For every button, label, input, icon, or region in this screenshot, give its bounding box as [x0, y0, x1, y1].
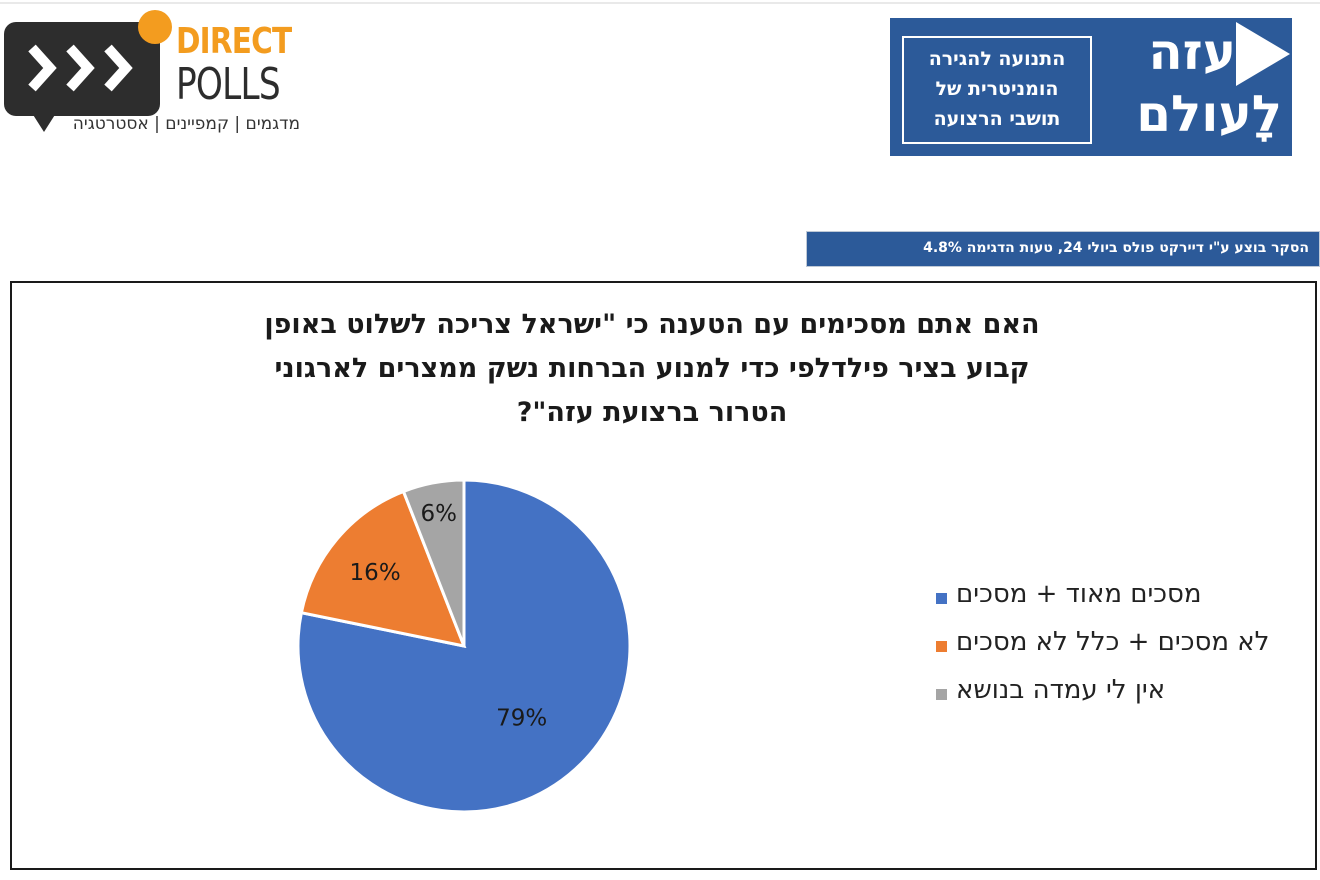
logo-word-direct: DIRECT: [176, 21, 292, 62]
direct-polls-logo: DIRECT POLLS מדגמים | קמפיינים | אסטרטגי…: [4, 10, 304, 140]
survey-info-bar: הסקר בוצע ע"י דיירקט פולס ביולי 24, טעות…: [806, 231, 1320, 267]
chart-title-line-2: קבוע בציר פילדלפי כדי למנוע הברחות נשק מ…: [274, 353, 1030, 384]
play-triangle-icon: [1236, 22, 1290, 86]
legend-label-1: מסכים מאוד + מסכים: [956, 579, 1202, 609]
legend-swatch-1: [936, 593, 947, 604]
logo-orange-dot: [138, 10, 172, 44]
pie-slice-1-label: 79%: [496, 706, 547, 732]
chart-title-line-1: האם אתם מסכימים עם הטענה כי "ישראל צריכה…: [264, 309, 1040, 340]
pie-chart: 79% 16% 6%: [296, 478, 632, 814]
legend-item-3: אין לי עמדה בנושא: [912, 675, 1312, 723]
logo-small-line-1: התנועה להגירה: [928, 48, 1066, 70]
gaza-olam-logo: התנועה להגירה הומניטרית של תושבי הרצועה …: [890, 18, 1292, 156]
logo-small-line-3: תושבי הרצועה: [933, 108, 1061, 130]
pie-slice-1: [296, 478, 632, 814]
logo-word-polls: POLLS: [176, 59, 281, 110]
pie-slice-3: [401, 478, 466, 647]
legend-item-1: מסכים מאוד + מסכים: [912, 579, 1312, 627]
legend-label-2: לא מסכים + כלל לא מסכים: [956, 627, 1270, 657]
pie-slice-3-label: 6%: [420, 501, 457, 527]
pie-slice-2: [299, 489, 467, 649]
chart-legend: מסכים מאוד + מסכים לא מסכים + כלל לא מסכי…: [912, 579, 1312, 723]
legend-label-3: אין לי עמדה בנושא: [956, 675, 1166, 705]
chart-title: האם אתם מסכימים עם הטענה כי "ישראל צריכה…: [132, 303, 1172, 435]
logo-big-line-2: לָעולם: [1136, 85, 1282, 143]
chart-frame: האם אתם מסכימים עם הטענה כי "ישראל צריכה…: [10, 281, 1317, 870]
legend-swatch-2: [936, 641, 947, 652]
survey-note: הסקר בוצע ע"י דיירקט פולס ביולי 24, טעות…: [923, 240, 1309, 256]
chart-title-line-3: הטרור ברצועת עזה"?: [516, 397, 788, 428]
chevrons-icon: [28, 44, 133, 92]
logo-frame: התנועה להגירה הומניטרית של תושבי הרצועה: [902, 36, 1092, 144]
legend-item-2: לא מסכים + כלל לא מסכים: [912, 627, 1312, 675]
top-divider: [0, 2, 1320, 4]
logo-big-line-1: עזה: [1148, 23, 1236, 81]
logo-bubble-tail: [30, 110, 58, 132]
logo-small-line-2: הומניטרית של: [935, 78, 1059, 100]
pie-slice-2-label: 16%: [350, 560, 401, 586]
legend-swatch-3: [936, 689, 947, 700]
logo-tagline: מדגמים | קמפיינים | אסטרטגיה: [72, 114, 300, 134]
